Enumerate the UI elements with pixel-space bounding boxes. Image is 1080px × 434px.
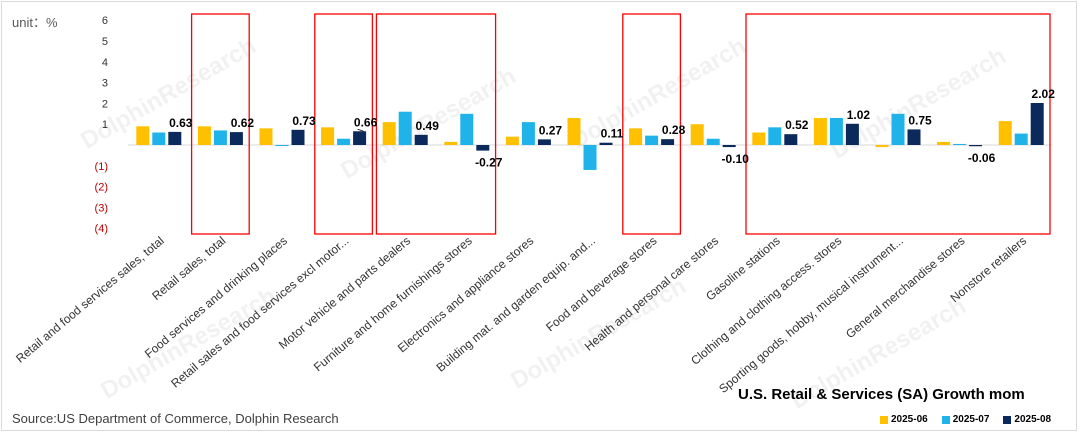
bar-2025-07 — [891, 113, 905, 145]
bar-2025-08 — [969, 145, 983, 147]
bar-2025-06 — [937, 141, 951, 145]
y-tick-label: 5 — [102, 36, 108, 48]
legend-swatch — [1003, 415, 1012, 424]
highlight-box — [745, 13, 1051, 235]
data-label: 0.27 — [539, 123, 563, 137]
bar-2025-07 — [829, 117, 843, 145]
data-label: 0.75 — [908, 113, 932, 127]
bar-2025-07 — [1014, 133, 1028, 145]
legend-item-2025-08: 2025-08 — [1003, 414, 1051, 425]
data-label: 0.62 — [231, 116, 255, 130]
bar-2025-08 — [291, 129, 305, 145]
x-category-label: Health and personal care stores — [582, 234, 721, 354]
bar-2025-07 — [398, 111, 412, 145]
bar-2025-08 — [476, 145, 490, 151]
y-tick-label: (1) — [95, 161, 108, 173]
y-tick-label: 1 — [102, 119, 108, 131]
bar-2025-06 — [136, 126, 150, 145]
data-label: 0.28 — [662, 123, 686, 137]
bar-2025-07 — [521, 122, 535, 145]
bar-2025-07 — [583, 145, 597, 170]
legend-label: 2025-08 — [1014, 414, 1052, 425]
highlight-box — [190, 13, 250, 235]
bar-2025-06 — [875, 145, 889, 148]
bar-2025-08 — [537, 139, 551, 145]
bar-2025-06 — [321, 127, 335, 145]
legend-label: 2025-07 — [952, 414, 990, 425]
label-leader-line — [357, 128, 364, 132]
data-label: 0.66 — [354, 115, 378, 129]
bar-2025-06 — [259, 128, 273, 145]
bar-2025-06 — [998, 121, 1012, 145]
bar-2025-07 — [152, 132, 166, 145]
x-category-label: General merchandise stores — [843, 234, 967, 342]
bar-2025-08 — [722, 145, 736, 148]
legend: 2025-06 2025-07 2025-08 — [880, 414, 1051, 425]
bar-2025-08 — [784, 134, 798, 145]
y-tick-label: (3) — [95, 202, 108, 214]
bar-2025-08 — [414, 134, 428, 145]
bar-2025-08 — [1030, 102, 1044, 145]
bar-2025-06 — [690, 124, 704, 145]
data-label: -0.10 — [722, 152, 750, 166]
data-label: 0.73 — [292, 114, 316, 128]
bar-2025-07 — [953, 143, 967, 145]
legend-swatch — [941, 415, 950, 424]
legend-label: 2025-06 — [891, 414, 928, 425]
data-label: 0.49 — [416, 119, 440, 133]
legend-swatch — [880, 415, 888, 424]
bar-2025-08 — [845, 123, 859, 145]
legend-item-2025-07: 2025-07 — [941, 414, 990, 425]
chart-title: U.S. Retail & Services (SA) Growth mom — [738, 386, 1025, 403]
bar-2025-07 — [645, 135, 659, 145]
bar-2025-06 — [444, 141, 458, 145]
bar-2025-08 — [353, 131, 367, 145]
bar-2025-07 — [768, 127, 782, 145]
bar-2025-07 — [706, 138, 720, 145]
bar-2025-08 — [168, 131, 182, 145]
data-label: -0.27 — [475, 156, 503, 170]
source-note: Source:US Department of Commerce, Dolphi… — [12, 411, 339, 426]
data-label: -0.06 — [968, 151, 996, 165]
bar-2025-07 — [213, 130, 227, 145]
bar-2025-06 — [505, 136, 519, 145]
y-tick-label: (2) — [95, 182, 108, 194]
data-label: 0.52 — [785, 118, 809, 132]
x-category-label: Food and beverage stores — [543, 234, 659, 335]
bar-2025-06 — [813, 117, 827, 145]
bar-2025-06 — [567, 117, 581, 145]
y-tick-label: 3 — [102, 78, 108, 90]
data-label: 1.02 — [847, 108, 871, 122]
data-label: 0.11 — [601, 127, 624, 141]
bar-2025-08 — [599, 142, 613, 145]
bar-2025-08 — [661, 139, 675, 145]
y-tick-label: 2 — [102, 98, 108, 110]
bar-2025-07 — [460, 113, 474, 145]
bar-2025-07 — [275, 145, 289, 147]
bar-2025-06 — [752, 132, 766, 145]
bar-2025-06 — [197, 126, 211, 145]
highlight-box — [622, 13, 682, 235]
y-tick-label: (4) — [95, 223, 108, 235]
bar-2025-07 — [337, 138, 351, 145]
y-tick-label: 4 — [102, 57, 108, 69]
bar-2025-08 — [907, 129, 921, 145]
y-tick-label: 6 — [102, 15, 108, 27]
data-label: 2.02 — [1032, 87, 1056, 101]
bar-2025-06 — [382, 122, 396, 145]
highlight-box — [375, 13, 497, 235]
data-label: 0.63 — [169, 116, 193, 130]
highlight-box — [314, 13, 374, 235]
x-category-label: Retail and food services sales, total — [13, 234, 167, 366]
bar-2025-08 — [229, 132, 243, 145]
bar-2025-06 — [629, 128, 643, 145]
unit-label: unit：% — [12, 15, 58, 30]
legend-item-2025-06: 2025-06 — [880, 414, 928, 425]
